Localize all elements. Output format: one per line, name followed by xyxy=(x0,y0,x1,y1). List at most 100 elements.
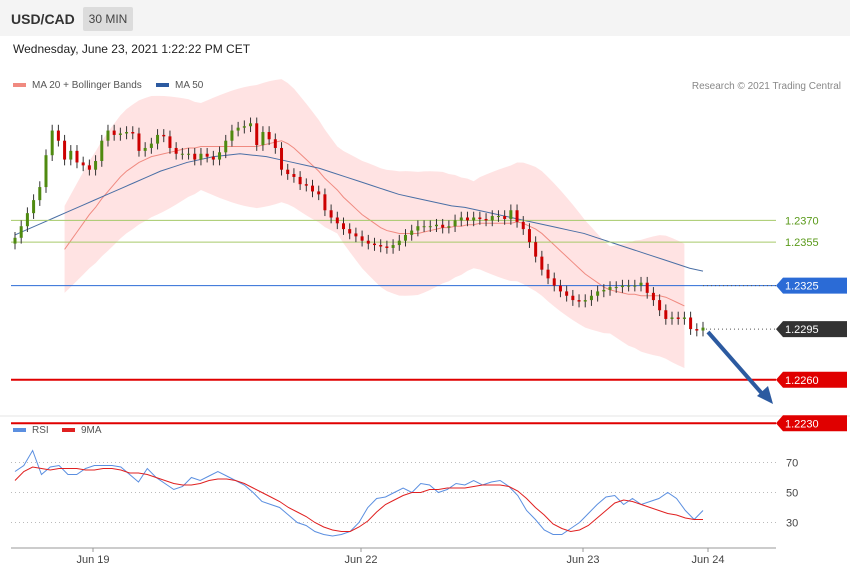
candle-body xyxy=(205,153,209,157)
candle-body xyxy=(614,287,618,289)
rsi-legend: RSI xyxy=(13,425,49,436)
candle-body xyxy=(372,243,376,246)
candle-body xyxy=(174,147,178,154)
rsi-ma-legend: 9MA xyxy=(62,425,102,436)
candle-body xyxy=(112,130,116,135)
candle-body xyxy=(441,224,445,228)
candle-body xyxy=(50,130,54,156)
pivot-value: 1.2325 xyxy=(785,281,819,293)
forecast-arrowhead xyxy=(757,386,773,404)
candle-body xyxy=(552,278,556,286)
ma20-line xyxy=(64,140,685,307)
rsi-legend-label: RSI xyxy=(32,425,49,436)
ma50-legend: MA 50 xyxy=(156,80,203,91)
time-tick-label: Jun 19 xyxy=(76,554,109,566)
candle-body xyxy=(521,221,525,230)
candle-body xyxy=(286,169,290,175)
symbol-label: USD/CAD xyxy=(11,11,75,27)
candle-body xyxy=(602,289,606,292)
candle-body xyxy=(571,295,575,301)
candle-body xyxy=(236,127,240,131)
candle-body xyxy=(106,130,110,141)
support-1-tag xyxy=(776,371,847,388)
candle-body xyxy=(472,217,476,221)
candle-body xyxy=(125,132,129,134)
timestamp: Wednesday, June 23, 2021 1:22:22 PM CET xyxy=(13,42,251,56)
candle-body xyxy=(193,153,197,160)
candle-body xyxy=(447,226,451,228)
candle-body xyxy=(118,133,122,135)
candle-body xyxy=(187,153,191,155)
candle-body xyxy=(428,226,432,228)
candle-body xyxy=(527,229,531,243)
timeframe-badge[interactable]: 30 MIN xyxy=(83,7,133,31)
candle-body xyxy=(379,245,383,247)
candle-body xyxy=(391,245,395,248)
rsi-ma-legend-label: 9MA xyxy=(81,425,102,436)
candle-body xyxy=(583,300,587,302)
candle-body xyxy=(149,143,153,148)
resistance-2-value: 1.2370 xyxy=(785,215,819,227)
candle-body xyxy=(608,287,612,290)
candle-body xyxy=(366,240,370,244)
candle-body xyxy=(44,155,48,188)
rsi-ma-swatch xyxy=(62,428,75,433)
rsi-tick-30: 30 xyxy=(786,518,798,530)
candle-body xyxy=(304,184,308,186)
candle-body xyxy=(63,140,67,160)
rsi-ma-line xyxy=(14,466,703,533)
candle-body xyxy=(503,216,507,219)
candle-body xyxy=(651,292,655,301)
candle-body xyxy=(509,210,513,219)
rsi-tick-50: 50 xyxy=(786,488,798,500)
rsi-swatch xyxy=(13,428,26,433)
candle-body xyxy=(565,291,569,296)
time-tick-label: Jun 23 xyxy=(566,554,599,566)
ma50-line xyxy=(14,153,704,272)
current-value: 1.2295 xyxy=(785,324,819,336)
candle-body xyxy=(156,134,160,144)
current-tag xyxy=(776,321,847,338)
candle-body xyxy=(168,136,172,148)
candle-body xyxy=(670,317,674,319)
candle-body xyxy=(515,210,519,222)
copyright-note: Research © 2021 Trading Central xyxy=(691,81,841,92)
candle-body xyxy=(676,317,680,319)
ma20-swatch xyxy=(13,83,26,88)
candle-body xyxy=(311,185,315,192)
time-tick-label: Jun 22 xyxy=(344,554,377,566)
ma20-legend-label: MA 20 + Bollinger Bands xyxy=(32,80,142,91)
candle-body xyxy=(224,140,228,153)
candle-body xyxy=(56,130,60,141)
candle-body xyxy=(459,217,463,221)
candle-body xyxy=(38,187,42,201)
candle-body xyxy=(465,217,469,221)
candle-body xyxy=(323,194,327,211)
bollinger-bands xyxy=(64,79,685,368)
candle-body xyxy=(658,300,662,311)
candle-body xyxy=(180,153,184,155)
candle-body xyxy=(317,191,321,195)
candle-body xyxy=(261,132,265,146)
time-tick-label: Jun 24 xyxy=(691,554,724,566)
candle-body xyxy=(329,210,333,218)
candle-body xyxy=(348,229,352,234)
pivot-tag xyxy=(776,277,847,294)
candle-body xyxy=(558,285,562,292)
candle-body xyxy=(695,329,699,331)
candle-body xyxy=(25,213,29,227)
candle-body xyxy=(403,234,407,241)
resistance-1-value: 1.2355 xyxy=(785,237,819,249)
candle-body xyxy=(385,246,389,248)
candle-body xyxy=(199,153,203,160)
candle-body xyxy=(342,223,346,230)
candle-body xyxy=(664,310,668,319)
candle-body xyxy=(81,162,85,166)
candle-body xyxy=(87,165,91,170)
support-1-value: 1.2260 xyxy=(785,375,819,387)
candle-body xyxy=(645,282,649,293)
candle-body xyxy=(416,226,420,231)
candle-body xyxy=(230,130,234,141)
candle-body xyxy=(422,226,426,228)
candle-body xyxy=(484,218,488,221)
